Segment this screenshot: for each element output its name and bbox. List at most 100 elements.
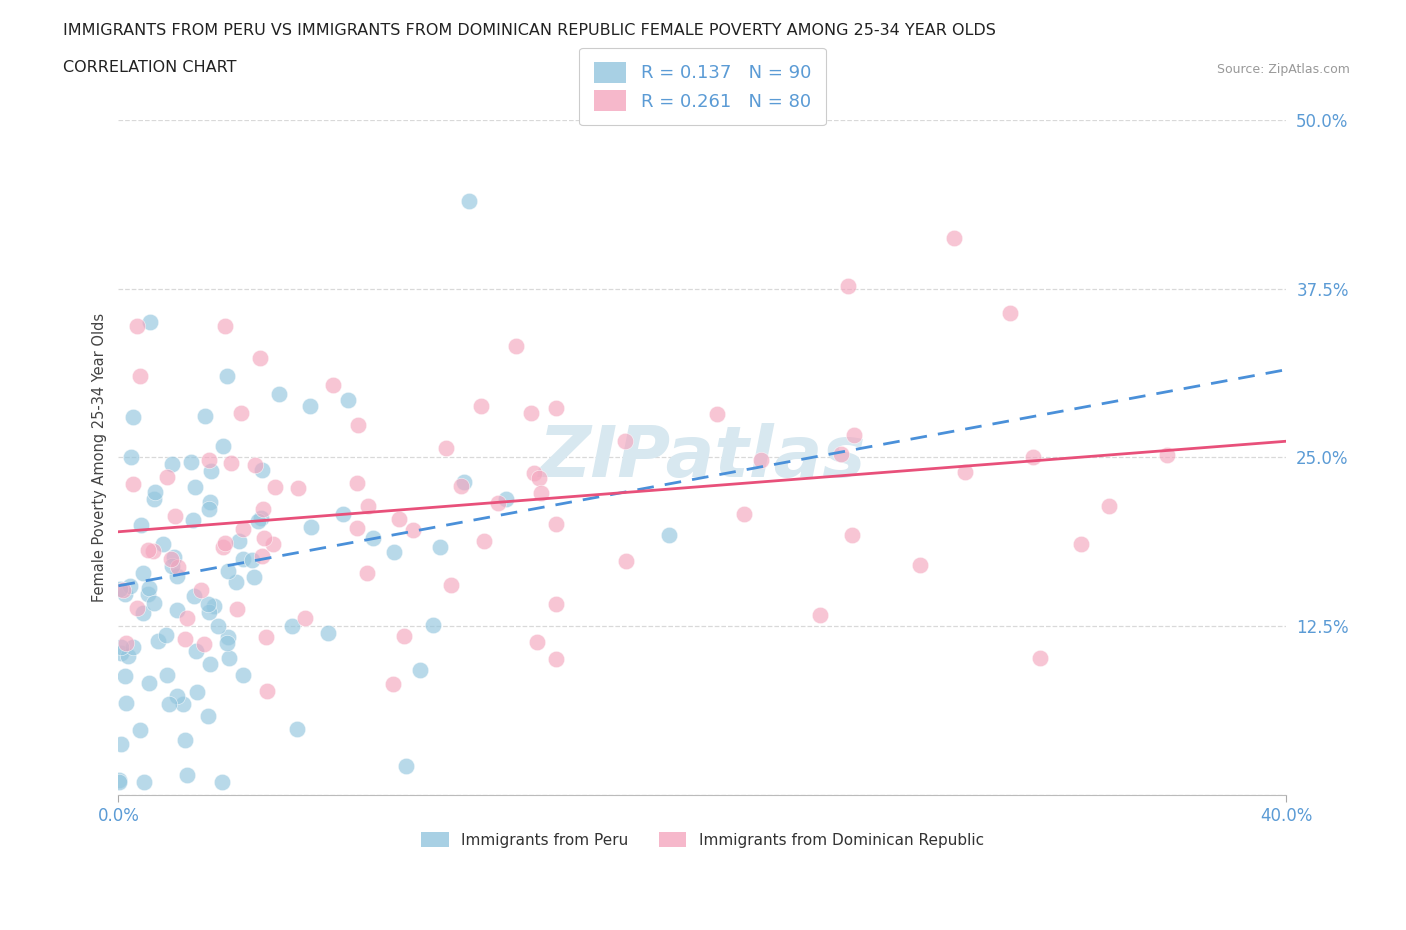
Point xyxy=(332,507,354,522)
Point xyxy=(401,522,423,537)
Point xyxy=(733,506,755,521)
Point xyxy=(225,575,247,590)
Point xyxy=(132,605,155,620)
Point xyxy=(166,568,188,583)
Point xyxy=(143,491,166,506)
Point xyxy=(200,657,222,671)
Point xyxy=(658,527,681,542)
Point xyxy=(505,339,527,354)
Point xyxy=(200,464,222,479)
Point xyxy=(243,458,266,472)
Point xyxy=(1070,537,1092,551)
Point xyxy=(388,512,411,526)
Point xyxy=(429,539,451,554)
Point xyxy=(110,737,132,751)
Point xyxy=(614,553,637,568)
Point xyxy=(197,596,219,611)
Point xyxy=(523,466,546,481)
Point xyxy=(155,470,177,485)
Point xyxy=(110,645,132,660)
Point xyxy=(146,633,169,648)
Y-axis label: Female Poverty Among 25-34 Year Olds: Female Poverty Among 25-34 Year Olds xyxy=(93,312,107,602)
Point xyxy=(110,582,132,597)
Point xyxy=(122,640,145,655)
Point xyxy=(841,527,863,542)
Point xyxy=(129,517,152,532)
Point xyxy=(143,596,166,611)
Point xyxy=(955,464,977,479)
Point xyxy=(156,668,179,683)
Point xyxy=(110,640,132,655)
Point xyxy=(316,626,339,641)
Point xyxy=(176,611,198,626)
Point xyxy=(198,453,221,468)
Point xyxy=(347,418,370,432)
Point xyxy=(409,662,432,677)
Point xyxy=(111,583,134,598)
Point xyxy=(228,534,250,549)
Point xyxy=(546,516,568,531)
Point xyxy=(706,406,728,421)
Point xyxy=(436,441,458,456)
Point xyxy=(253,531,276,546)
Point xyxy=(160,457,183,472)
Point xyxy=(160,552,183,567)
Point xyxy=(256,684,278,698)
Point xyxy=(830,446,852,461)
Point xyxy=(186,684,208,699)
Point xyxy=(392,629,415,644)
Point xyxy=(749,453,772,468)
Point xyxy=(453,474,475,489)
Point xyxy=(114,586,136,601)
Point xyxy=(470,399,492,414)
Point xyxy=(440,578,463,592)
Point xyxy=(136,543,159,558)
Point xyxy=(173,631,195,646)
Point xyxy=(217,635,239,650)
Point xyxy=(1098,498,1121,513)
Point xyxy=(173,733,195,748)
Point xyxy=(155,628,177,643)
Point xyxy=(546,401,568,416)
Point xyxy=(842,428,865,443)
Point xyxy=(294,611,316,626)
Point xyxy=(127,319,149,334)
Point xyxy=(998,305,1021,320)
Point xyxy=(193,636,215,651)
Text: IMMIGRANTS FROM PERU VS IMMIGRANTS FROM DOMINICAN REPUBLIC FEMALE POVERTY AMONG : IMMIGRANTS FROM PERU VS IMMIGRANTS FROM … xyxy=(63,23,995,38)
Point xyxy=(198,604,221,619)
Point xyxy=(357,498,380,513)
Point xyxy=(614,434,637,449)
Point xyxy=(108,772,131,787)
Point xyxy=(346,521,368,536)
Point xyxy=(108,775,131,790)
Point xyxy=(115,696,138,711)
Point xyxy=(172,697,194,711)
Point xyxy=(166,603,188,618)
Point xyxy=(232,667,254,682)
Point xyxy=(122,410,145,425)
Point xyxy=(212,438,235,453)
Point xyxy=(128,723,150,737)
Point xyxy=(183,588,205,603)
Point xyxy=(218,650,240,665)
Point xyxy=(217,564,239,578)
Point xyxy=(246,513,269,528)
Point xyxy=(263,480,285,495)
Point xyxy=(232,522,254,537)
Point xyxy=(495,492,517,507)
Point xyxy=(1029,650,1052,665)
Text: ZIPatlas: ZIPatlas xyxy=(538,423,866,492)
Point xyxy=(211,775,233,790)
Point xyxy=(363,530,385,545)
Text: Source: ZipAtlas.com: Source: ZipAtlas.com xyxy=(1216,63,1350,76)
Point xyxy=(908,558,931,573)
Point xyxy=(197,709,219,724)
Point xyxy=(132,565,155,580)
Point xyxy=(243,570,266,585)
Point xyxy=(157,697,180,711)
Point xyxy=(186,644,208,658)
Point xyxy=(1156,447,1178,462)
Point xyxy=(252,501,274,516)
Point xyxy=(250,511,273,525)
